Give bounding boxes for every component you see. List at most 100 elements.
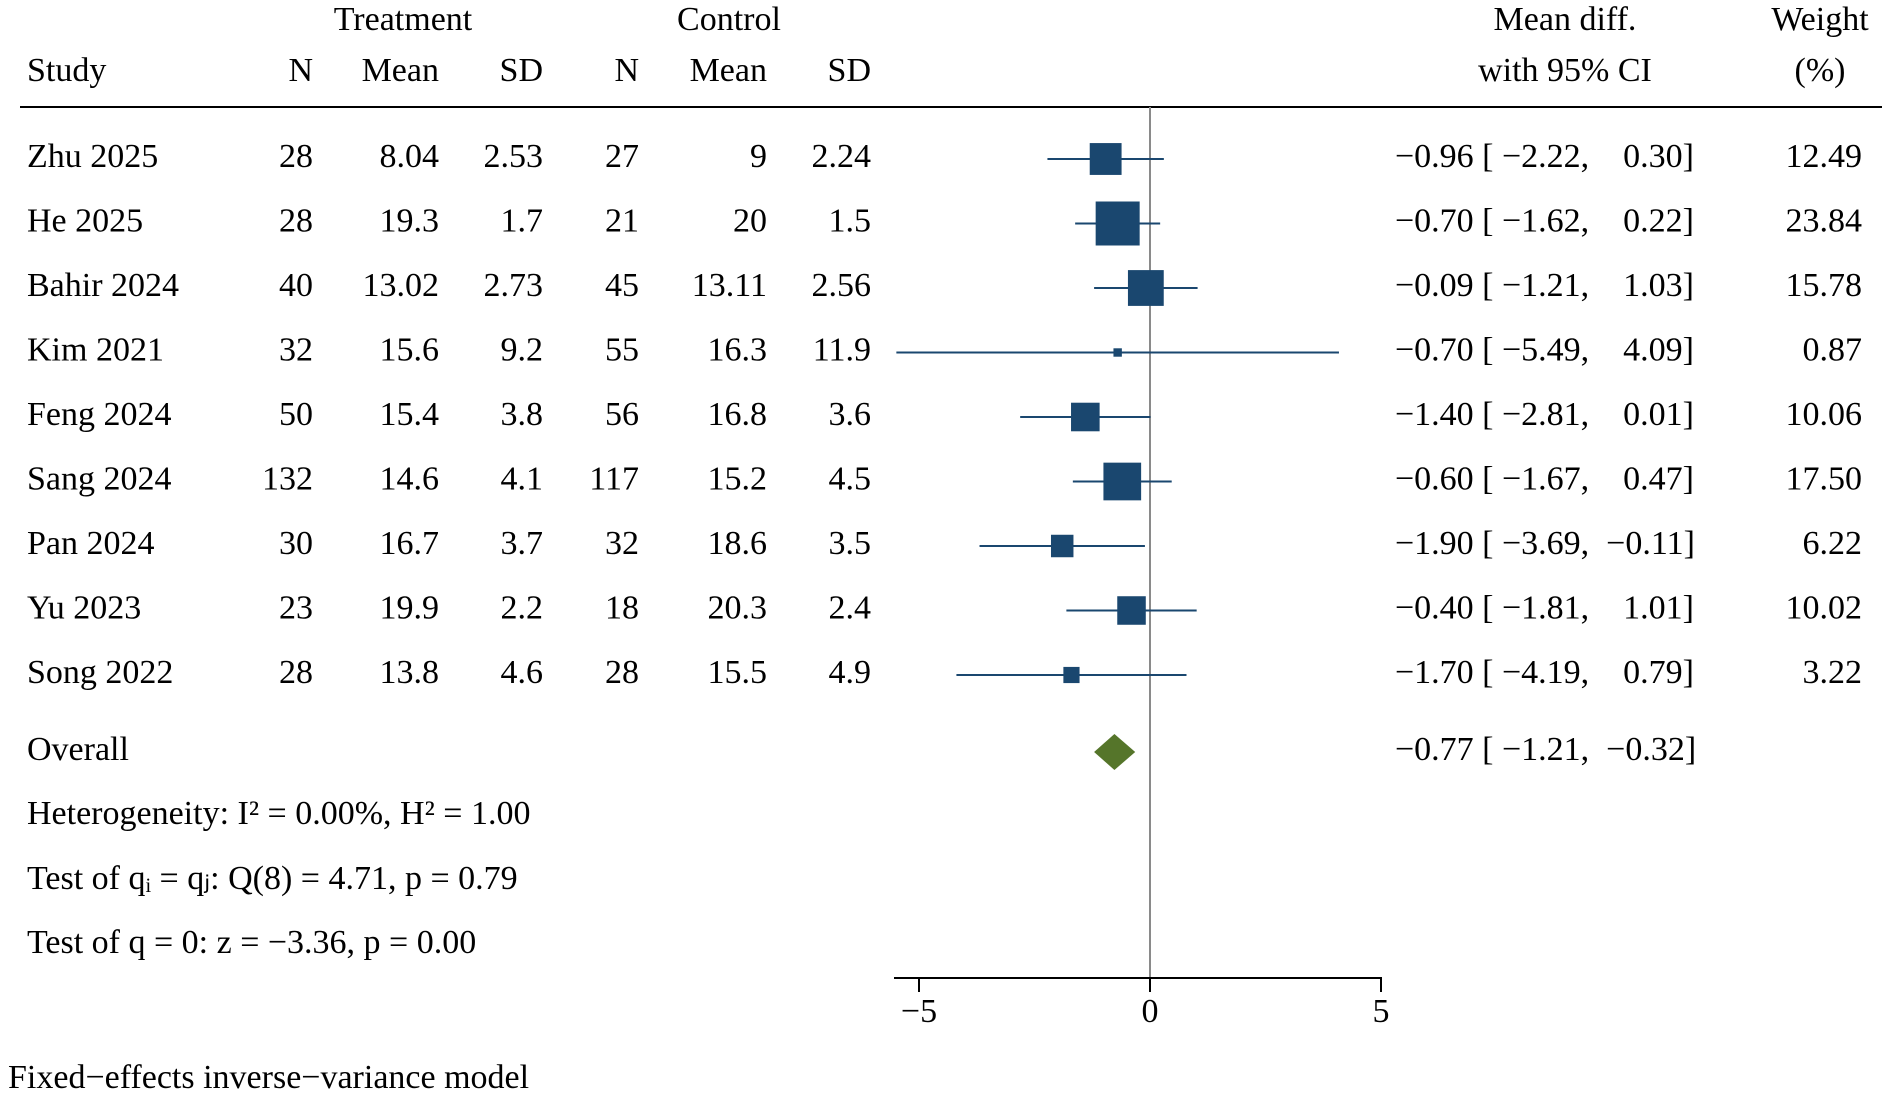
control-sd: 2.24 <box>812 138 872 175</box>
weight-value: 15.78 <box>1786 267 1863 304</box>
weight-value: 6.22 <box>1803 525 1863 562</box>
header-effect-1: Mean diff. <box>1494 1 1637 38</box>
header-treatment: Treatment <box>334 1 473 38</box>
effect-ci-text: −1.70 [ −4.19, 0.79] <box>1395 654 1694 691</box>
treatment-n: 32 <box>279 331 313 368</box>
study-name: Sang 2024 <box>27 460 172 497</box>
treatment-mean: 13.02 <box>363 267 440 304</box>
treatment-n: 28 <box>279 138 313 175</box>
overall-label: Overall <box>27 731 129 768</box>
control-mean: 20 <box>733 202 767 239</box>
effect-ci-text: −0.70 [ −1.62, 0.22] <box>1395 202 1694 239</box>
weight-value: 3.22 <box>1803 654 1863 691</box>
treatment-mean: 15.6 <box>380 331 440 368</box>
control-n: 32 <box>605 525 639 562</box>
study-name: Feng 2024 <box>27 396 172 433</box>
treatment-sd: 2.53 <box>484 138 544 175</box>
control-mean: 15.2 <box>708 460 768 497</box>
study-name: Bahir 2024 <box>27 267 179 304</box>
header-weight-2: (%) <box>1795 52 1846 89</box>
overall-test-text: Test of q = 0: z = −3.36, p = 0.00 <box>27 924 476 961</box>
x-tick-label: 0 <box>1142 993 1159 1030</box>
study-name: Song 2022 <box>27 654 173 691</box>
control-n: 117 <box>589 460 639 497</box>
header-treatment-n: N <box>288 52 313 89</box>
treatment-sd: 3.8 <box>501 396 544 433</box>
weight-value: 23.84 <box>1786 202 1863 239</box>
header-treatment-mean: Mean <box>362 52 439 89</box>
header-control-sd: SD <box>828 52 871 89</box>
effect-square <box>1050 534 1074 558</box>
control-sd: 4.5 <box>829 460 872 497</box>
study-name: He 2025 <box>27 202 143 239</box>
control-sd: 11.9 <box>813 331 871 368</box>
control-n: 55 <box>605 331 639 368</box>
treatment-n: 30 <box>279 525 313 562</box>
header-effect-2: with 95% CI <box>1478 52 1652 89</box>
control-sd: 3.6 <box>829 396 872 433</box>
x-tick-label: 5 <box>1373 993 1390 1030</box>
header-control-mean: Mean <box>690 52 767 89</box>
control-n: 27 <box>605 138 639 175</box>
effect-square <box>1095 201 1140 246</box>
effect-square <box>1113 348 1122 357</box>
control-mean: 15.5 <box>708 654 768 691</box>
heterogeneity-text: Heterogeneity: I² = 0.00%, H² = 1.00 <box>27 795 530 832</box>
treatment-mean: 14.6 <box>380 460 440 497</box>
weight-value: 0.87 <box>1803 331 1863 368</box>
control-sd: 4.9 <box>829 654 872 691</box>
treatment-sd: 1.7 <box>501 202 544 239</box>
x-tick-label: −5 <box>901 993 937 1030</box>
header-weight-1: Weight <box>1771 1 1869 38</box>
treatment-n: 28 <box>279 202 313 239</box>
treatment-mean: 19.9 <box>380 589 440 626</box>
treatment-sd: 9.2 <box>501 331 544 368</box>
effect-ci-text: −0.40 [ −1.81, 1.01] <box>1395 589 1694 626</box>
control-n: 21 <box>605 202 639 239</box>
control-mean: 9 <box>750 138 767 175</box>
header-control-n: N <box>614 52 639 89</box>
homogeneity-test-text: Test of qᵢ = qⱼ: Q(8) = 4.71, p = 0.79 <box>27 860 518 897</box>
treatment-n: 132 <box>262 460 313 497</box>
control-mean: 18.6 <box>708 525 768 562</box>
control-sd: 2.4 <box>829 589 872 626</box>
treatment-n: 50 <box>279 396 313 433</box>
treatment-mean: 19.3 <box>380 202 440 239</box>
effect-square <box>1127 270 1164 306</box>
effect-ci-text: −0.96 [ −2.22, 0.30] <box>1395 138 1694 175</box>
weight-value: 17.50 <box>1786 460 1863 497</box>
treatment-sd: 3.7 <box>501 525 544 562</box>
control-n: 28 <box>605 654 639 691</box>
overall-ci-text: −0.77 [ −1.21, −0.32] <box>1395 731 1696 768</box>
treatment-n: 23 <box>279 589 313 626</box>
model-footnote: Fixed−effects inverse−variance model <box>8 1059 529 1096</box>
treatment-mean: 8.04 <box>380 138 440 175</box>
control-n: 18 <box>605 589 639 626</box>
study-name: Pan 2024 <box>27 525 155 562</box>
effect-ci-text: −1.90 [ −3.69, −0.11] <box>1395 525 1695 562</box>
weight-value: 10.02 <box>1786 589 1863 626</box>
effect-square <box>1063 666 1080 684</box>
effect-ci-text: −0.09 [ −1.21, 1.03] <box>1395 267 1694 304</box>
study-name: Kim 2021 <box>27 331 164 368</box>
treatment-n: 40 <box>279 267 313 304</box>
control-mean: 13.11 <box>692 267 767 304</box>
control-n: 56 <box>605 396 639 433</box>
control-sd: 1.5 <box>829 202 872 239</box>
effect-ci-text: −1.40 [ −2.81, 0.01] <box>1395 396 1694 433</box>
overall-diamond <box>1094 734 1136 770</box>
treatment-sd: 4.6 <box>501 654 544 691</box>
control-n: 45 <box>605 267 639 304</box>
effect-square <box>1117 596 1146 625</box>
treatment-mean: 16.7 <box>380 525 440 562</box>
treatment-mean: 13.8 <box>380 654 440 691</box>
control-mean: 16.8 <box>708 396 768 433</box>
treatment-sd: 4.1 <box>501 460 544 497</box>
study-name: Yu 2023 <box>27 589 141 626</box>
control-sd: 3.5 <box>829 525 872 562</box>
treatment-n: 28 <box>279 654 313 691</box>
effect-square <box>1103 462 1142 501</box>
treatment-sd: 2.73 <box>484 267 544 304</box>
effect-ci-text: −0.70 [ −5.49, 4.09] <box>1395 331 1694 368</box>
